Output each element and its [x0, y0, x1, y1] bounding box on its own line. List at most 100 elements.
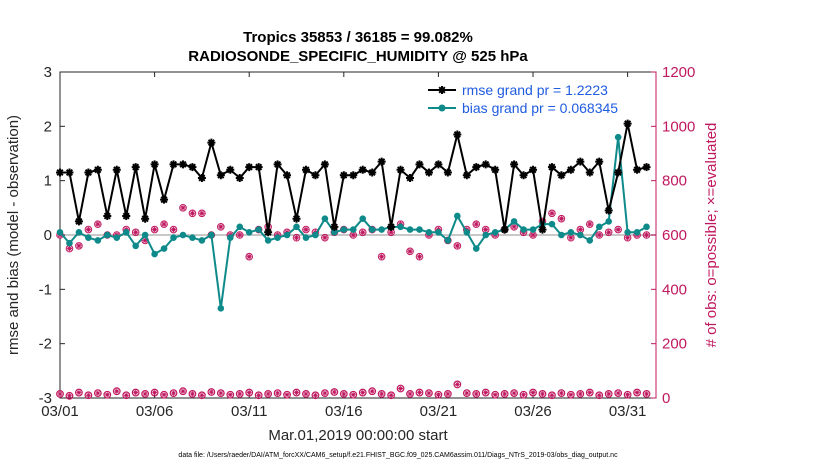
- possible-obs-point: [84, 391, 93, 400]
- rmse-point: [595, 157, 604, 166]
- evaluated-obs-cross: [76, 243, 82, 249]
- bias-point: [463, 228, 471, 236]
- possible-obs-point: [302, 390, 310, 398]
- possible-obs-cross: [379, 391, 385, 397]
- possible-obs-cross: [265, 391, 271, 397]
- rmse-point: [150, 160, 159, 169]
- possible-obs-cross: [530, 390, 536, 395]
- possible-obs-cross: [294, 390, 299, 395]
- y2-tick-label: 0: [662, 390, 670, 407]
- rmse-point: [56, 168, 64, 177]
- possible-obs-point: [216, 389, 225, 398]
- bias-point: [359, 215, 367, 222]
- evaluated-obs-cross: [133, 229, 139, 235]
- possible-obs-point: [548, 391, 556, 400]
- possible-obs-point: [642, 390, 651, 398]
- evaluated-obs-cross: [388, 229, 394, 235]
- possible-obs-point: [349, 390, 358, 399]
- evaluated-obs-cross: [615, 226, 621, 233]
- possible-obs-point: [169, 389, 178, 398]
- evaluated-obs-cross: [85, 226, 91, 233]
- possible-obs-point: [368, 387, 377, 396]
- possible-obs-point: [283, 390, 291, 399]
- possible-obs-cross: [615, 390, 621, 396]
- rmse-point: [566, 165, 575, 174]
- evaluated-obs-cross: [189, 210, 196, 216]
- possible-obs-point: [604, 390, 613, 398]
- possible-obs-cross: [133, 390, 139, 395]
- possible-obs-cross: [190, 391, 195, 397]
- x-tick-label: 03/31: [609, 403, 647, 420]
- rmse-point: [500, 225, 509, 234]
- evaluated-obs-point: [585, 220, 594, 228]
- possible-obs-point: [510, 389, 518, 398]
- possible-obs-point: [141, 390, 150, 398]
- bias-point: [425, 228, 433, 236]
- rmse-point: [406, 173, 415, 182]
- rmse-point: [633, 165, 642, 174]
- possible-obs-cross: [123, 392, 129, 398]
- evaluated-obs-point: [614, 225, 622, 234]
- evaluated-obs-point: [557, 214, 566, 223]
- possible-obs-point: [434, 390, 443, 399]
- evaluated-obs-cross: [152, 226, 158, 233]
- rmse-point: [216, 171, 225, 180]
- possible-obs-cross: [398, 386, 403, 391]
- rmse-point: [160, 195, 169, 204]
- bias-point: [283, 231, 291, 239]
- bias-point: [529, 226, 537, 233]
- possible-obs-point: [614, 389, 623, 398]
- bias-point: [122, 228, 130, 236]
- possible-obs-point: [491, 390, 500, 399]
- bias-point: [75, 228, 83, 236]
- possible-obs-point: [179, 387, 187, 396]
- bias-point: [472, 245, 480, 252]
- possible-obs-cross: [473, 391, 479, 397]
- rmse-point: [443, 168, 452, 177]
- possible-obs-point: [207, 388, 216, 396]
- evaluated-obs-cross: [625, 235, 631, 241]
- possible-obs-point: [245, 388, 254, 397]
- rmse-point: [178, 160, 187, 169]
- evaluated-obs-point: [188, 209, 197, 218]
- possible-obs-point: [443, 390, 452, 398]
- possible-obs-point: [198, 391, 206, 400]
- bias-point: [416, 226, 423, 233]
- possible-obs-point: [566, 390, 575, 399]
- evaluated-obs-cross: [416, 254, 423, 260]
- bias-point: [605, 218, 612, 225]
- possible-obs-point: [623, 390, 632, 399]
- possible-obs-cross: [227, 392, 233, 398]
- possible-obs-cross: [644, 391, 649, 397]
- rmse-point: [311, 171, 320, 180]
- rmse-point: [226, 165, 235, 174]
- rmse-point: [245, 163, 254, 172]
- rmse-point: [292, 214, 301, 223]
- evaluated-obs-point: [548, 209, 556, 218]
- rmse-point: [604, 206, 613, 215]
- evaluated-obs-point: [150, 225, 159, 234]
- rmse-point: [131, 163, 140, 172]
- evaluated-obs-cross: [454, 243, 460, 249]
- bias-point: [558, 231, 565, 239]
- bias-point: [56, 228, 64, 236]
- evaluated-obs-point: [358, 228, 367, 237]
- bias-point: [614, 133, 622, 141]
- y-tick-label: 3: [44, 64, 52, 81]
- evaluated-obs-cross: [568, 235, 574, 241]
- legend-bias-label: bias grand pr = 0.068345: [462, 100, 618, 116]
- rmse-point: [235, 173, 244, 182]
- possible-obs-cross: [67, 393, 72, 399]
- possible-obs-point: [462, 389, 471, 398]
- possible-obs-point: [160, 390, 168, 399]
- possible-obs-cross: [208, 389, 214, 395]
- rmse-point: [358, 165, 367, 174]
- evaluated-obs-cross: [322, 235, 328, 241]
- possible-obs-cross: [331, 389, 337, 395]
- bias-point: [236, 223, 244, 231]
- possible-obs-cross: [85, 392, 91, 398]
- possible-obs-cross: [180, 388, 186, 394]
- rmse-point: [74, 217, 83, 226]
- possible-obs-cross: [152, 390, 157, 395]
- evaluated-obs-cross: [237, 232, 243, 238]
